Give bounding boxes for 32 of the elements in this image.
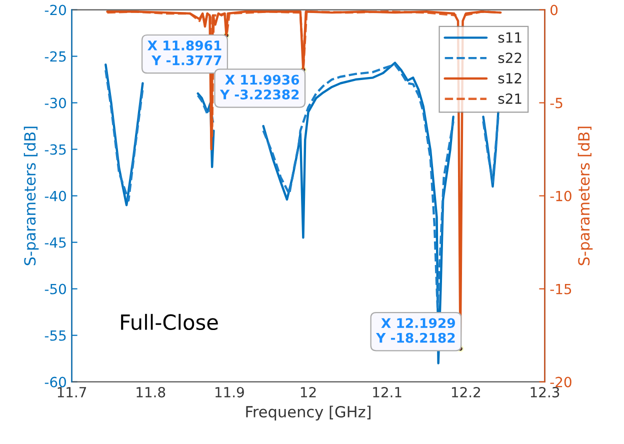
- y-tick-label: -25: [44, 51, 66, 62]
- x-tick-label: 11.8: [136, 386, 166, 398]
- y-tick-label: -20: [44, 4, 66, 16]
- x-axis-title: Frequency [GHz]: [246, 406, 370, 420]
- x-tick-label: 12.1: [373, 386, 402, 398]
- annotation: Full-Close: [121, 314, 218, 330]
- x-tick-label: 12.3: [530, 386, 560, 398]
- y-tick-label: -60: [44, 376, 66, 388]
- y2-tick-label: -10: [550, 190, 572, 202]
- annotation: X 11.8961 Y -1.3777: [148, 40, 222, 66]
- y2-tick-label: -15: [550, 284, 572, 294]
- y-tick-label: -30: [44, 98, 66, 108]
- x-tick-label: 12: [300, 386, 316, 398]
- x-tick-label: 12.2: [452, 386, 480, 398]
- legend-label: s21: [498, 93, 522, 104]
- x-tick-label: 11.9: [215, 386, 244, 398]
- y-tick-label: -45: [44, 237, 66, 248]
- y2-tick-label: -5: [550, 98, 562, 108]
- annotation: X 12.1929 Y -18.2182: [376, 318, 455, 343]
- x-tick-label: 11.7: [58, 387, 86, 398]
- y-tick-label: -40: [44, 190, 66, 202]
- y-tick-label: -35: [44, 144, 66, 155]
- legend-label: s12: [498, 73, 522, 84]
- y2-axis-title: S-parameters [dB]: [578, 126, 593, 266]
- annotation: X 11.9936 Y -3.22382: [220, 74, 300, 100]
- y-axis-title: S-parameters [dB]: [24, 126, 39, 266]
- legend-label: s22: [498, 52, 522, 64]
- y-tick-label: -55: [44, 330, 66, 341]
- y2-tick-label: 0: [550, 4, 558, 16]
- y2-tick-label: -20: [550, 376, 572, 388]
- legend-label: s11: [498, 32, 522, 43]
- y-tick-label: -50: [44, 284, 66, 294]
